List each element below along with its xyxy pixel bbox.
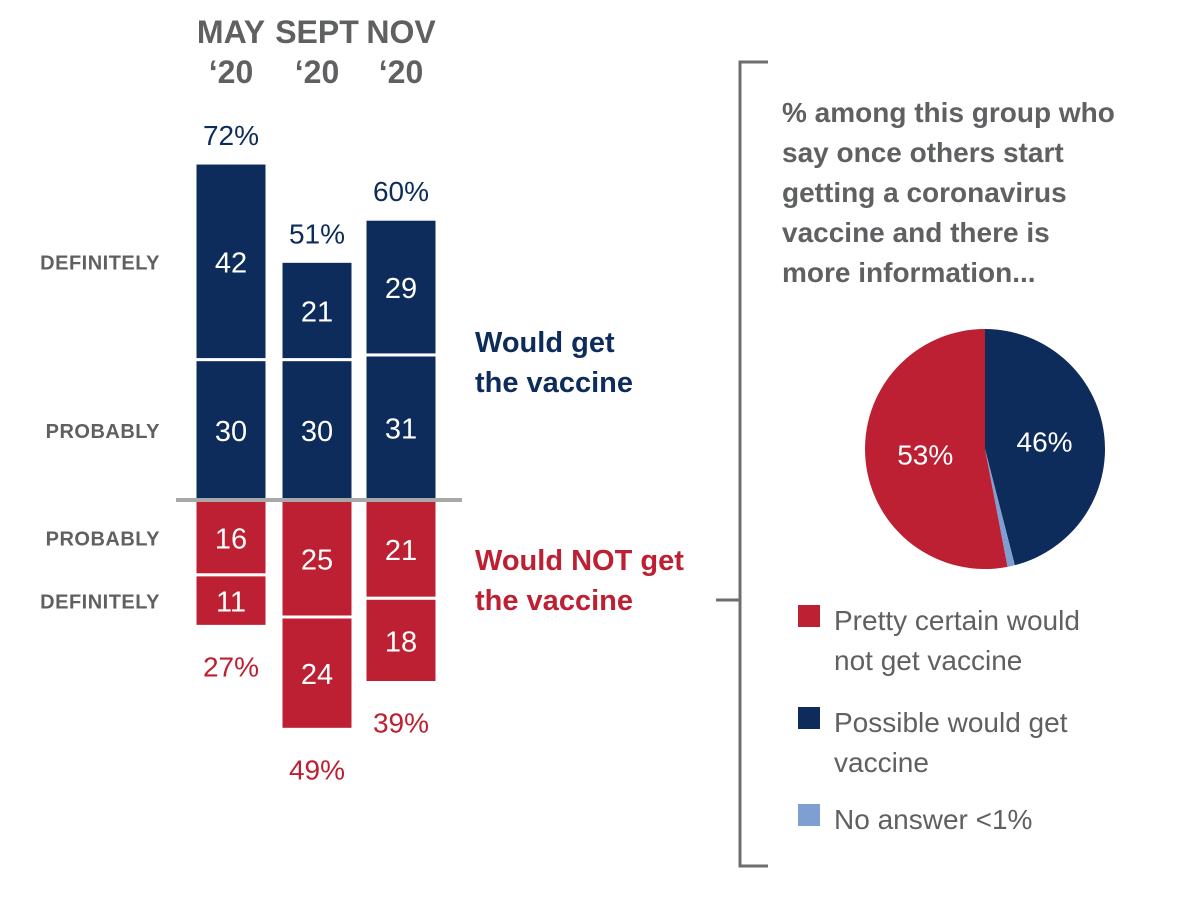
bar-value-label: 30 bbox=[301, 416, 333, 448]
bar-value-label: 21 bbox=[385, 535, 417, 567]
legend-swatch bbox=[798, 707, 820, 729]
legend-swatch bbox=[798, 804, 820, 826]
bar-segment bbox=[193, 358, 269, 502]
legend-swatch bbox=[798, 605, 820, 627]
bar-segment bbox=[363, 596, 439, 685]
total-label: 60% bbox=[373, 176, 429, 207]
column-header: SEPT ‘20 bbox=[275, 14, 359, 90]
bar-value-label: 29 bbox=[385, 273, 417, 305]
column-header: NOV ‘20 bbox=[366, 14, 436, 90]
pie-slice bbox=[985, 449, 1015, 567]
bar-value-label: 21 bbox=[301, 296, 333, 328]
bar-segment bbox=[363, 498, 439, 600]
group-label-would-get: Would get the vaccine bbox=[475, 327, 633, 399]
row-label: PROBABLY bbox=[46, 528, 161, 550]
group-label-would-not: Would NOT get the vaccine bbox=[475, 545, 684, 617]
pie-slice bbox=[865, 329, 1008, 569]
bar-segment bbox=[279, 615, 355, 731]
legend-label: Possible would get vaccine bbox=[834, 707, 1068, 778]
row-label: DEFINITELY bbox=[40, 252, 160, 274]
pie-slice-label: 53% bbox=[897, 440, 953, 471]
bracket bbox=[716, 60, 768, 868]
bar-value-label: 25 bbox=[301, 545, 333, 577]
pie-slice-label: 46% bbox=[1017, 426, 1073, 457]
bar-value-label: 31 bbox=[385, 413, 417, 445]
bar-value-label: 16 bbox=[215, 523, 247, 555]
bar-segment bbox=[279, 259, 355, 362]
bar-value-label: 30 bbox=[215, 416, 247, 448]
pie-slice bbox=[985, 329, 1105, 566]
bar-value-label: 24 bbox=[301, 659, 333, 691]
bar-segment bbox=[193, 573, 269, 628]
total-label: 27% bbox=[203, 651, 259, 682]
bar-value-label: 11 bbox=[216, 587, 246, 619]
pie-chart: % among this group who say once others st… bbox=[782, 97, 1115, 835]
column-header: MAY ‘20 bbox=[197, 14, 265, 90]
row-label: PROBABLY bbox=[46, 421, 161, 443]
row-label: DEFINITELY bbox=[40, 592, 160, 614]
bar-value-label: 18 bbox=[385, 626, 417, 658]
total-label: 39% bbox=[373, 708, 429, 739]
total-label: 49% bbox=[289, 754, 345, 785]
total-label: 51% bbox=[289, 218, 345, 249]
bar-value-label: 42 bbox=[215, 247, 247, 279]
bracket-line bbox=[716, 60, 768, 868]
pie-note: % among this group who say once others st… bbox=[782, 97, 1115, 288]
legend-label: No answer <1% bbox=[834, 804, 1032, 835]
legend-label: Pretty certain would not get vaccine bbox=[834, 605, 1080, 676]
bar-segment bbox=[363, 217, 439, 357]
bar-segment bbox=[193, 161, 269, 362]
total-label: 72% bbox=[203, 120, 259, 151]
